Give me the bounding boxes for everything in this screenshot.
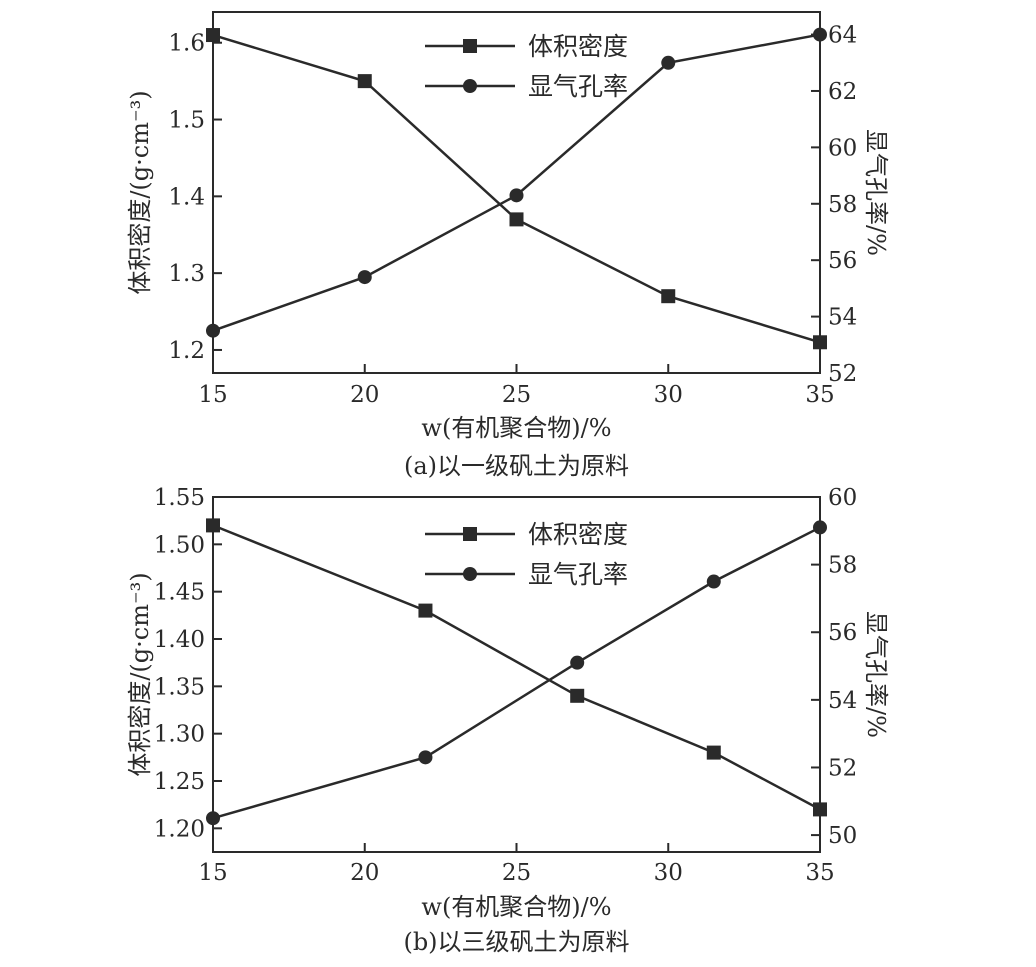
- data-point-circle: [206, 811, 220, 826]
- data-point-circle: [357, 270, 372, 285]
- legend-label: 体积密度: [528, 520, 628, 549]
- y-left-tick-label: 1.6: [168, 31, 205, 57]
- legend-label: 体积密度: [528, 32, 628, 61]
- x-axis-title: w(有机聚合物)/%: [421, 893, 611, 921]
- x-tick-label: 30: [654, 860, 683, 886]
- legend-marker-square: [463, 527, 477, 541]
- data-point-square: [813, 335, 827, 350]
- y-right-tick-label: 50: [828, 823, 857, 849]
- legend-marker-square: [463, 39, 477, 53]
- chart-panel-b: 15 20 25 30 35 1.20 1.25 1.30 1.35 1.40 1.45 1.50 1.…: [126, 485, 890, 956]
- y-left-axis-title: 体积密度/(g·cm⁻³): [126, 572, 154, 776]
- data-point-square: [206, 28, 220, 43]
- figure-caption: (a)以一级矾土为原料: [404, 452, 629, 480]
- y-left-tick-label: 1.20: [154, 816, 205, 842]
- legend-marker-circle: [463, 567, 477, 581]
- y-right-tick-label: 64: [828, 23, 857, 49]
- x-tick-label: 30: [654, 382, 683, 408]
- y-left-axis-title: 体积密度/(g·cm⁻³): [126, 90, 154, 294]
- y-right-tick-label: 58: [828, 553, 857, 579]
- x-axis-title: w(有机聚合物)/%: [421, 414, 611, 442]
- data-point-square: [706, 745, 721, 760]
- y-left-tick-label: 1.30: [154, 722, 205, 748]
- y-left-tick-label: 1.5: [168, 108, 205, 134]
- x-tick-label: 20: [350, 382, 379, 408]
- y-left-tick-label: 1.3: [168, 261, 205, 287]
- y-right-tick-label: 52: [828, 755, 857, 781]
- data-point-square: [661, 289, 676, 304]
- x-tick-label: 20: [350, 860, 379, 886]
- y-left-tick-label: 1.2: [168, 338, 205, 364]
- legend-label: 显气孔率: [528, 560, 628, 589]
- x-tick-label: 15: [198, 382, 227, 408]
- y-left-tick-label: 1.55: [154, 485, 205, 511]
- y-right-axis-title: 显气孔率/%: [862, 129, 890, 256]
- y-right-tick-label: 54: [828, 688, 857, 714]
- y-right-tick-label: 52: [828, 361, 857, 387]
- y-left-tick-label: 1.4: [168, 184, 205, 210]
- legend-marker-circle: [463, 79, 477, 93]
- y-left-tick-label: 1.35: [154, 674, 205, 700]
- data-point-square: [418, 603, 433, 618]
- y-right-tick-label: 58: [828, 192, 857, 218]
- y-right-tick-label: 60: [828, 135, 857, 161]
- x-tick-label: 35: [805, 860, 834, 886]
- data-point-circle: [661, 55, 676, 70]
- x-tick-label: 15: [198, 860, 227, 886]
- y-right-axis-title: 显气孔率/%: [862, 611, 890, 738]
- x-tick-label: 25: [502, 382, 531, 408]
- data-point-circle: [813, 520, 827, 535]
- data-point-square: [206, 518, 220, 533]
- y-right-tick-label: 60: [828, 485, 857, 511]
- data-point-square: [357, 74, 372, 89]
- series-line-apparent-porosity: [212, 526, 821, 820]
- x-tick-label: 35: [805, 382, 834, 408]
- figure-caption: (b)以三级矾土为原料: [403, 928, 629, 956]
- plot-frame: [212, 496, 821, 853]
- y-left-tick-label: 1.45: [154, 580, 205, 606]
- y-left-tick-label: 1.50: [154, 532, 205, 558]
- y-right-tick-label: 56: [828, 620, 857, 646]
- data-point-circle: [706, 574, 721, 589]
- series-line-apparent-porosity: [212, 33, 821, 332]
- data-point-square: [570, 688, 585, 703]
- data-point-circle: [509, 188, 524, 203]
- x-tick-label: 25: [502, 860, 531, 886]
- data-point-square: [813, 802, 827, 817]
- data-point-circle: [570, 655, 585, 670]
- y-left-tick-label: 1.40: [154, 627, 205, 653]
- y-right-tick-label: 54: [828, 305, 857, 331]
- data-point-circle: [418, 750, 433, 765]
- y-right-tick-label: 56: [828, 248, 857, 274]
- data-point-circle: [206, 323, 220, 338]
- series-line-bulk-density: [212, 524, 821, 811]
- legend-label: 显气孔率: [528, 72, 628, 101]
- y-left-tick-label: 1.25: [154, 769, 205, 795]
- data-point-circle: [813, 27, 827, 42]
- data-point-square: [509, 212, 524, 227]
- chart-panel-a: 15 20 25 30 35 1.2 1.3 1.4 1.5 1.6 52 54 56 58 60 62 64 w…: [126, 11, 890, 480]
- y-right-tick-label: 62: [828, 79, 857, 105]
